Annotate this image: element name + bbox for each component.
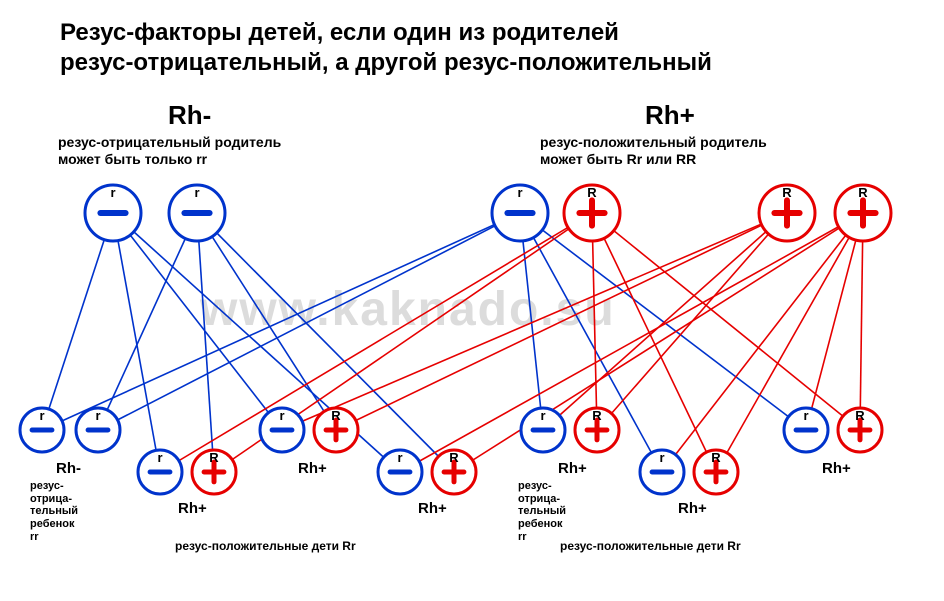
edge	[806, 213, 863, 430]
plus-node: R	[835, 185, 891, 241]
plus-node: R	[192, 450, 236, 494]
edge	[113, 213, 282, 430]
allele-label: r	[95, 408, 100, 423]
diagram-svg: r r r R R Rr r r Rr Rr Rr Rr Rr R	[0, 0, 944, 601]
rh-label: Rh+	[178, 500, 207, 517]
rh-label: Rh-	[56, 460, 81, 477]
minus-node: r	[260, 408, 304, 452]
allele-label: r	[659, 450, 664, 465]
allele-label: r	[803, 408, 808, 423]
allele-label: r	[39, 408, 44, 423]
edge	[592, 213, 597, 430]
allele-label: R	[587, 185, 597, 200]
rh-label: Rh+	[822, 460, 851, 477]
plus-node: R	[575, 408, 619, 452]
allele-label: R	[449, 450, 459, 465]
allele-label: R	[592, 408, 602, 423]
minus-node: r	[640, 450, 684, 494]
allele-label: R	[858, 185, 868, 200]
plus-node: R	[694, 450, 738, 494]
allele-label: r	[517, 185, 522, 200]
diagram-stage: { "colors": { "blue": "#0033cc", "red": …	[0, 0, 944, 601]
plus-node: R	[314, 408, 358, 452]
allele-label: r	[110, 185, 115, 200]
caption: резус-положительные дети Rr	[175, 540, 356, 554]
minus-node: r	[492, 185, 548, 241]
plus-node: R	[838, 408, 882, 452]
allele-label: R	[855, 408, 865, 423]
edge	[197, 213, 336, 430]
allele-label: R	[209, 450, 219, 465]
edge	[662, 213, 863, 472]
allele-label: r	[397, 450, 402, 465]
plus-node: R	[564, 185, 620, 241]
caption: резус-положительные дети Rr	[560, 540, 741, 554]
edge	[98, 213, 520, 430]
minus-node: r	[521, 408, 565, 452]
edge	[197, 213, 214, 472]
plus-node: R	[759, 185, 815, 241]
allele-label: R	[331, 408, 341, 423]
minus-node: r	[784, 408, 828, 452]
minus-node: r	[378, 450, 422, 494]
allele-label: R	[782, 185, 792, 200]
edge	[42, 213, 520, 430]
allele-label: r	[157, 450, 162, 465]
caption: резус-отрица-тельныйребенокrr	[518, 480, 566, 543]
allele-label: r	[194, 185, 199, 200]
minus-node: r	[85, 185, 141, 241]
allele-label: r	[279, 408, 284, 423]
edge	[42, 213, 113, 430]
minus-node: r	[138, 450, 182, 494]
edge	[592, 213, 860, 430]
allele-label: R	[711, 450, 721, 465]
allele-label: r	[540, 408, 545, 423]
rh-label: Rh+	[558, 460, 587, 477]
edge	[520, 213, 543, 430]
minus-node: r	[169, 185, 225, 241]
rh-label: Rh+	[298, 460, 327, 477]
minus-node: r	[20, 408, 64, 452]
rh-label: Rh+	[418, 500, 447, 517]
rh-label: Rh+	[678, 500, 707, 517]
plus-node: R	[432, 450, 476, 494]
edge	[860, 213, 863, 430]
minus-node: r	[76, 408, 120, 452]
caption: резус-отрица-тельныйребенокrr	[30, 480, 78, 543]
